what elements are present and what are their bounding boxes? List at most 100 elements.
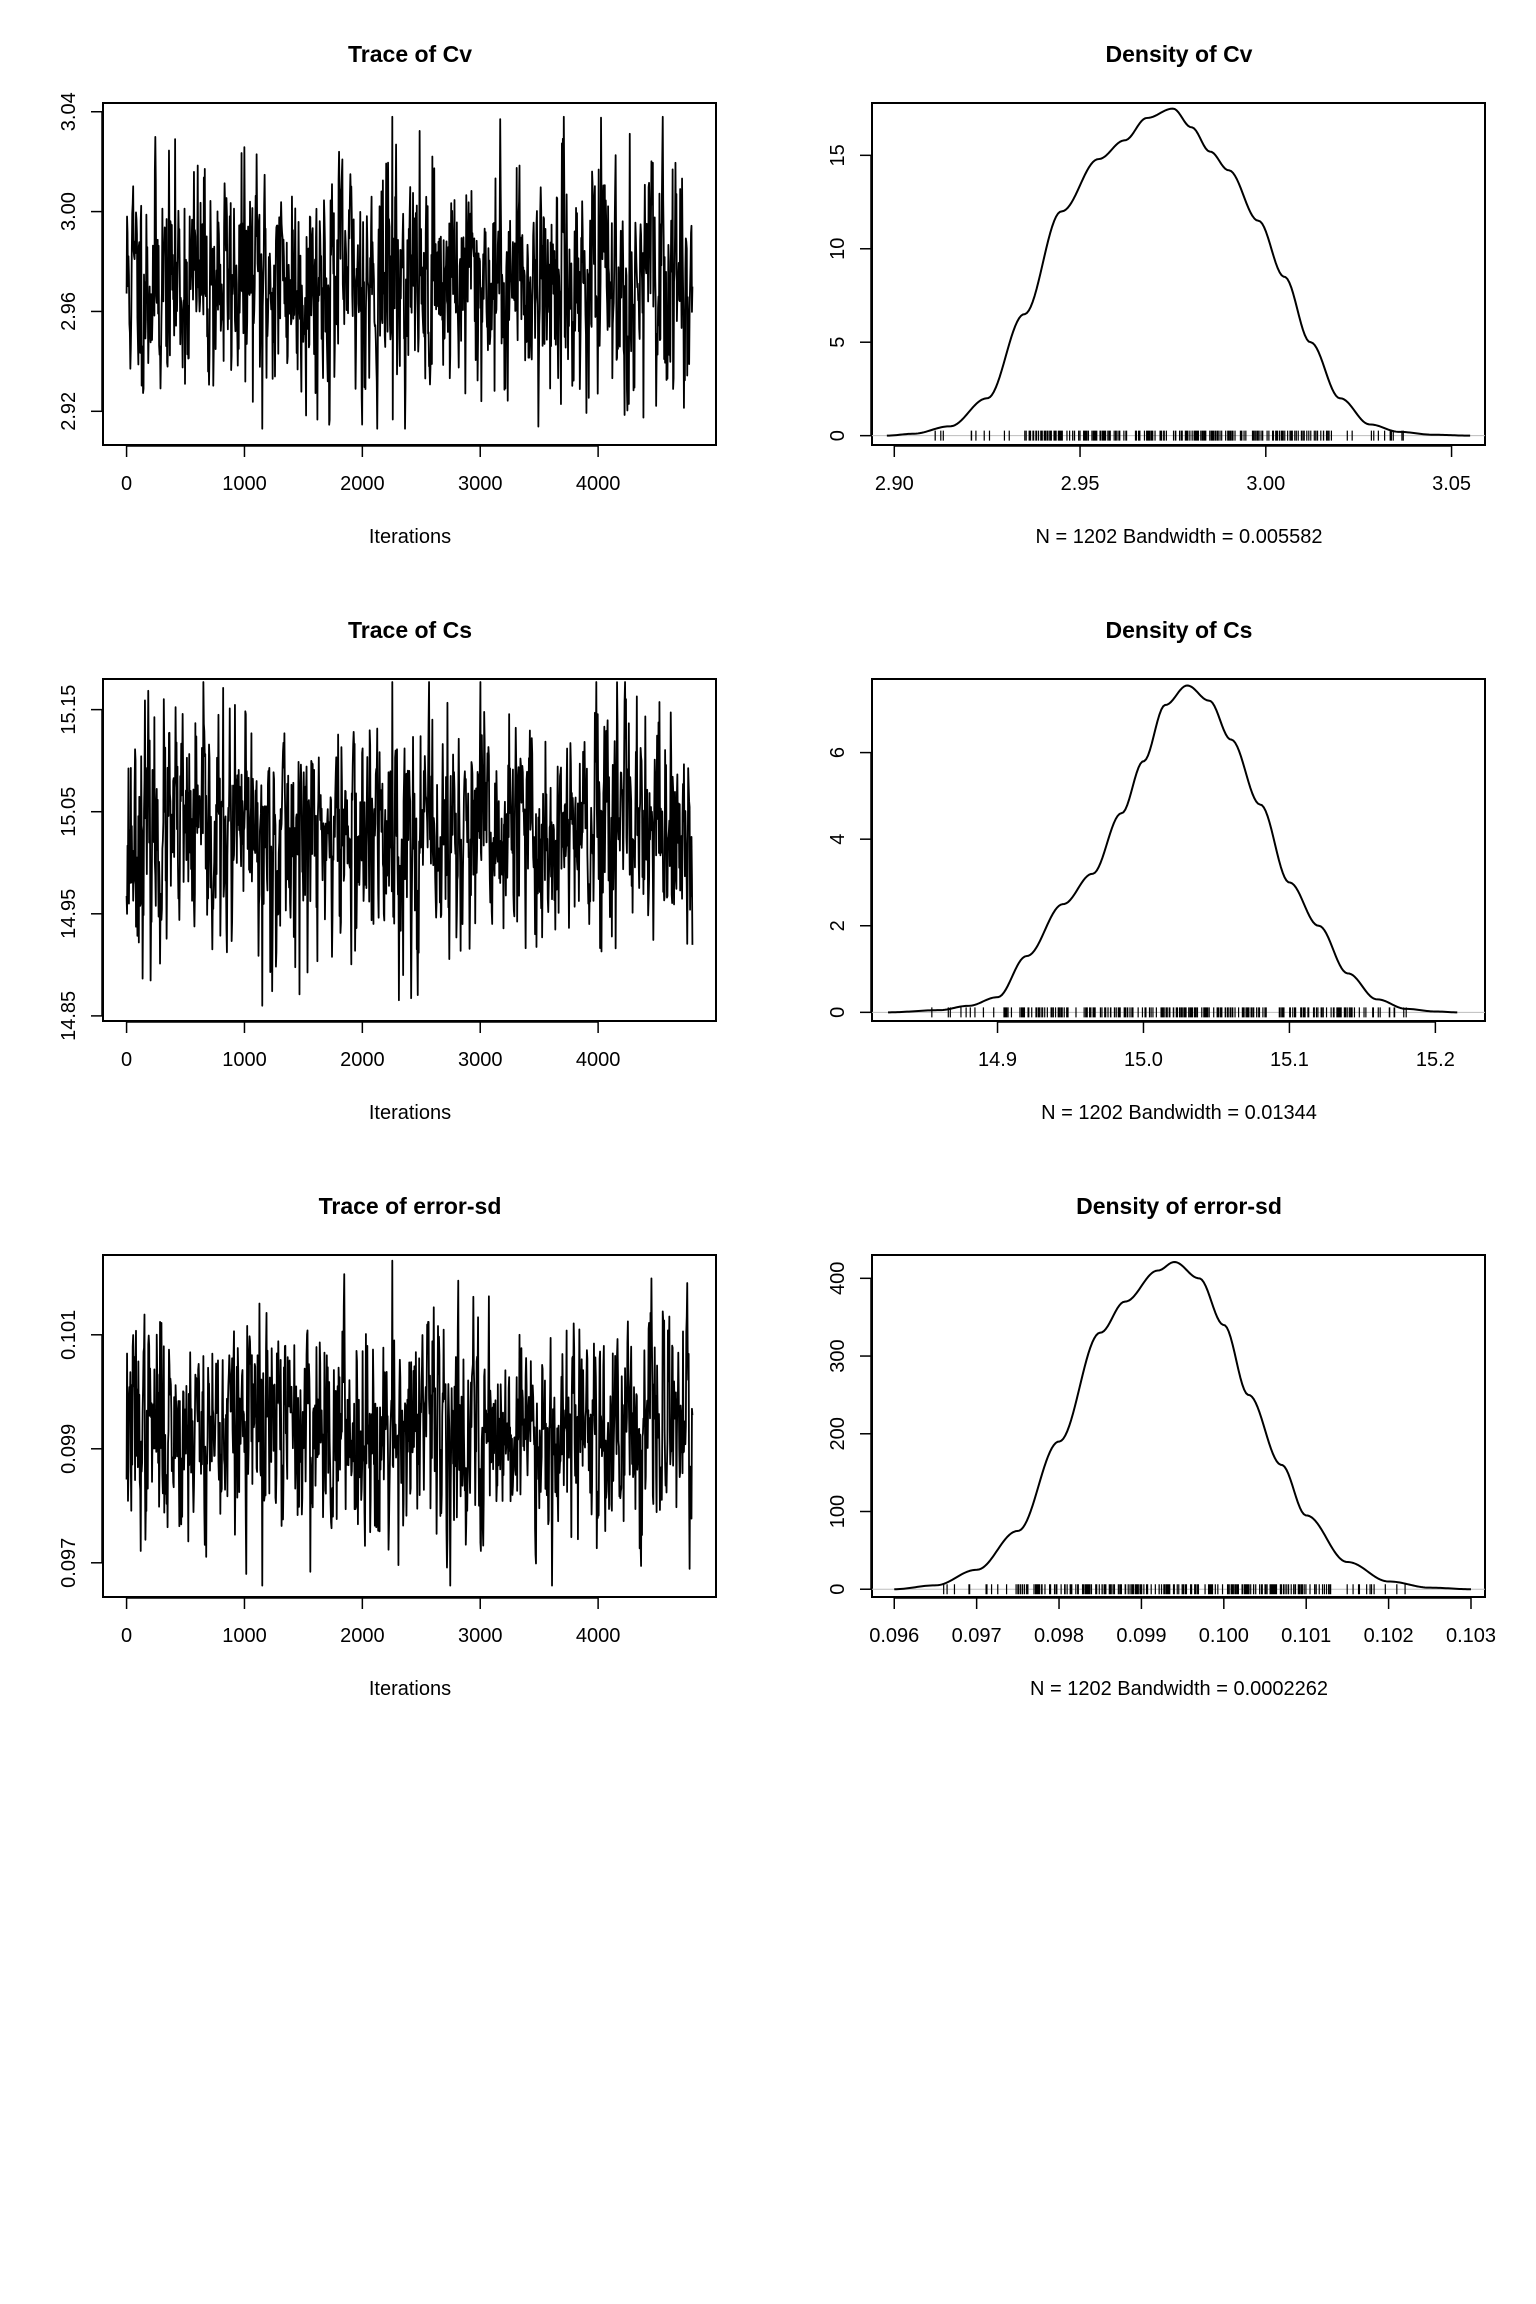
chart-title: Density of error-sd (1076, 1193, 1282, 1219)
plot-area (872, 1261, 1485, 1595)
panel-trace-error-sd: Trace of error-sd 0 1000 2000 3000 4000 0.09… (58, 1193, 717, 1700)
x-tick-label: 2.95 (1061, 473, 1100, 495)
y-tick-label: 3.00 (58, 192, 80, 231)
y-tick-label: 15.15 (58, 685, 80, 735)
panel-density-error-sd: Density of error-sd 0.096 0.097 0.098 0.099… (827, 1193, 1496, 1700)
x-tick-label: 2.90 (875, 473, 914, 495)
x-tick-label: 0 (121, 473, 132, 495)
x-axis-label: N = 1202 Bandwidth = 0.01344 (1041, 1102, 1317, 1124)
plot-area (125, 681, 694, 1007)
plot-frame (102, 1254, 717, 1598)
plot-area (125, 1259, 694, 1587)
y-tick-label: 6 (827, 747, 849, 758)
x-tick-label: 15.0 (1124, 1049, 1163, 1071)
x-tick-label: 3.05 (1432, 473, 1471, 495)
y-tick-label: 400 (827, 1262, 849, 1295)
x-axis: 0 1000 2000 3000 4000 (121, 445, 621, 495)
x-tick-label: 3000 (458, 1625, 503, 1647)
y-axis: 2.92 2.96 3.00 3.04 (58, 92, 103, 431)
x-tick-label: 0.096 (869, 1625, 919, 1647)
chart-title: Trace of Cv (348, 41, 472, 67)
rug-marks (934, 430, 1404, 441)
x-tick-label: 0.100 (1199, 1625, 1249, 1647)
y-tick-label: 2.96 (58, 292, 80, 331)
density-curve (894, 1261, 1471, 1591)
x-tick-label: 0.099 (1116, 1625, 1166, 1647)
x-tick-label: 1000 (222, 1049, 267, 1071)
x-tick-label: 3.00 (1246, 473, 1285, 495)
y-tick-label: 0.097 (58, 1538, 80, 1588)
y-tick-label: 2 (827, 920, 849, 931)
y-axis: 0 2 4 6 (827, 747, 872, 1018)
y-tick-label: 0.101 (58, 1310, 80, 1360)
panel-trace-cs: Trace of Cs 0 1000 2000 3000 4000 14.85 14.95… (58, 617, 717, 1124)
x-tick-label: 0.102 (1364, 1625, 1414, 1647)
rug-marks (931, 1007, 1407, 1018)
y-tick-label: 4 (827, 834, 849, 845)
y-tick-label: 0 (827, 1007, 849, 1018)
y-tick-label: 200 (827, 1417, 849, 1450)
x-tick-label: 2000 (340, 1625, 385, 1647)
y-tick-label: 15 (827, 144, 849, 166)
chart-title: Trace of Cs (348, 617, 472, 643)
y-tick-label: 5 (827, 337, 849, 348)
y-axis: 0 5 10 15 (827, 144, 872, 441)
panel-density-cv: Density of Cv 2.90 2.95 3.00 3.05 0 5 10 15 N … (827, 41, 1486, 548)
plot-frame (102, 102, 717, 446)
plot-frame (871, 102, 1486, 446)
x-axis: 0 1000 2000 3000 4000 (121, 1597, 621, 1647)
trace-line (125, 681, 694, 1007)
x-tick-label: 3000 (458, 473, 503, 495)
x-tick-label: 4000 (576, 473, 621, 495)
trace-line (125, 115, 694, 430)
x-tick-label: 4000 (576, 1625, 621, 1647)
x-axis-label: Iterations (369, 1678, 451, 1700)
y-tick-label: 0 (827, 1584, 849, 1595)
trace-line (125, 1259, 694, 1587)
plot-frame (102, 678, 717, 1022)
x-tick-label: 0.101 (1281, 1625, 1331, 1647)
x-tick-label: 1000 (222, 473, 267, 495)
y-tick-label: 15.05 (58, 787, 80, 837)
x-tick-label: 15.1 (1270, 1049, 1309, 1071)
x-axis: 14.9 15.0 15.1 15.2 (978, 1021, 1455, 1071)
y-tick-label: 10 (827, 238, 849, 260)
x-axis: 0.096 0.097 0.098 0.099 0.100 0.101 0.102 0.103 (869, 1597, 1496, 1647)
y-tick-label: 3.04 (58, 92, 80, 131)
x-axis-label: Iterations (369, 526, 451, 548)
x-axis: 2.90 2.95 3.00 3.05 (875, 445, 1471, 495)
x-tick-label: 0.097 (952, 1625, 1002, 1647)
x-tick-label: 2000 (340, 473, 385, 495)
y-tick-label: 0.099 (58, 1424, 80, 1474)
rug-marks (943, 1584, 1406, 1595)
plot-area (872, 684, 1485, 1018)
plot-frame (871, 678, 1486, 1022)
y-tick-label: 2.92 (58, 392, 80, 431)
x-tick-label: 4000 (576, 1049, 621, 1071)
plot-area (872, 107, 1485, 441)
y-tick-label: 300 (827, 1339, 849, 1372)
x-tick-label: 2000 (340, 1049, 385, 1071)
y-axis: 0.097 0.099 0.101 (58, 1310, 103, 1588)
density-curve (886, 107, 1471, 437)
x-tick-label: 1000 (222, 1625, 267, 1647)
y-tick-label: 100 (827, 1495, 849, 1528)
panel-trace-cv: Trace of Cv 0 1000 2000 3000 4000 2.92 2.96 3.… (58, 41, 717, 548)
x-axis-label: N = 1202 Bandwidth = 0.005582 (1036, 526, 1323, 548)
x-tick-label: 14.9 (978, 1049, 1017, 1071)
panel-density-cs: Density of Cs 14.9 15.0 15.1 15.2 0 2 4 6 N = … (827, 617, 1486, 1124)
x-tick-label: 15.2 (1416, 1049, 1455, 1071)
density-curve (888, 684, 1458, 1014)
chart-title: Density of Cs (1106, 617, 1253, 643)
x-axis-label: Iterations (369, 1102, 451, 1124)
plot-area (125, 115, 694, 430)
x-axis: 0 1000 2000 3000 4000 (121, 1021, 621, 1071)
x-tick-label: 0.098 (1034, 1625, 1084, 1647)
x-tick-label: 0 (121, 1625, 132, 1647)
y-tick-label: 0 (827, 430, 849, 441)
x-tick-label: 0.103 (1446, 1625, 1496, 1647)
x-axis-label: N = 1202 Bandwidth = 0.0002262 (1030, 1678, 1328, 1700)
x-tick-label: 3000 (458, 1049, 503, 1071)
x-tick-label: 0 (121, 1049, 132, 1071)
